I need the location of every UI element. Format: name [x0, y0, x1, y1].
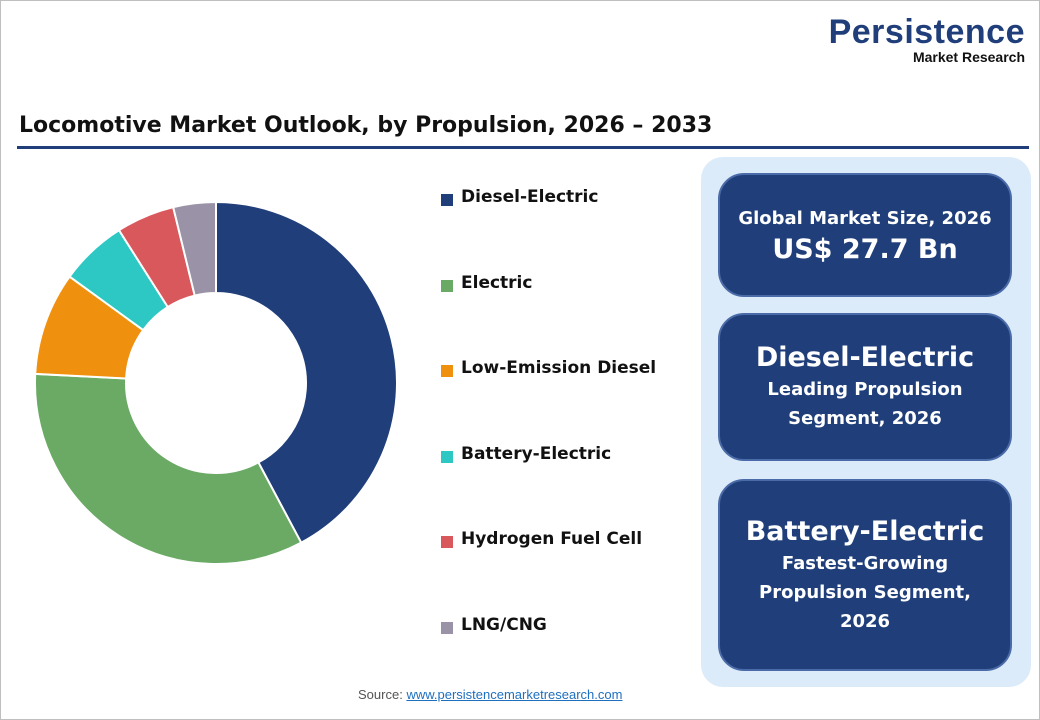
legend-item: LNG/CNG — [441, 615, 656, 701]
source-label: Source: — [358, 687, 403, 702]
donut-slice-lng-cng — [171, 200, 217, 297]
market-size-value: US$ 27.7 Bn — [772, 233, 958, 265]
donut-slice-diesel-electric — [215, 200, 398, 545]
legend: Diesel-Electric Electric Low-Emission Dies… — [441, 187, 656, 700]
legend-item: Electric — [441, 273, 656, 359]
donut-chart — [34, 200, 398, 565]
logo-line1: Persistence — [828, 13, 1025, 51]
leading-segment-box: Diesel-Electric Leading Propulsion Segme… — [718, 313, 1012, 461]
source-link[interactable]: www.persistencemarketresearch.com — [406, 687, 623, 702]
fastest-segment-label: Fastest-Growing Propulsion Segment, 2026 — [759, 552, 971, 632]
fastest-segment-value: Battery-Electric — [745, 515, 985, 547]
legend-swatch — [441, 194, 453, 206]
legend-item: Diesel-Electric — [441, 187, 656, 273]
title-divider — [17, 146, 1029, 149]
market-size-label: Global Market Size, 2026 — [738, 207, 992, 229]
legend-swatch — [441, 365, 453, 377]
legend-swatch — [441, 450, 453, 463]
legend-label: Electric — [461, 272, 533, 293]
legend-label: Hydrogen Fuel Cell — [461, 529, 643, 549]
legend-swatch — [441, 279, 453, 292]
legend-label: Low-Emission Diesel — [461, 358, 657, 378]
source-note: Source: www.persistencemarketresearch.co… — [358, 687, 622, 702]
leading-segment-label: Leading Propulsion Segment, 2026 — [767, 379, 963, 429]
legend-item: Hydrogen Fuel Cell — [441, 529, 656, 615]
legend-item: Battery-Electric — [441, 444, 656, 530]
fastest-segment-box: Battery-Electric Fastest-Growing Propuls… — [718, 479, 1012, 671]
legend-item: Low-Emission Diesel — [441, 358, 656, 444]
summary-panel: Global Market Size, 2026 US$ 27.7 Bn Die… — [701, 157, 1031, 687]
legend-swatch — [441, 536, 453, 548]
legend-label: Battery-Electric — [461, 443, 612, 464]
persistence-logo: Persistence Market Research — [829, 15, 1025, 65]
legend-label: LNG/CNG — [461, 614, 547, 635]
donut-slice-electric — [34, 372, 303, 565]
legend-label: Diesel-Electric — [461, 187, 599, 207]
leading-segment-value: Diesel-Electric — [755, 342, 975, 373]
market-size-box: Global Market Size, 2026 US$ 27.7 Bn — [718, 173, 1012, 297]
chart-title: Locomotive Market Outlook, by Propulsion… — [19, 113, 713, 138]
logo-line2: Market Research — [912, 49, 1025, 65]
legend-swatch — [441, 621, 453, 634]
